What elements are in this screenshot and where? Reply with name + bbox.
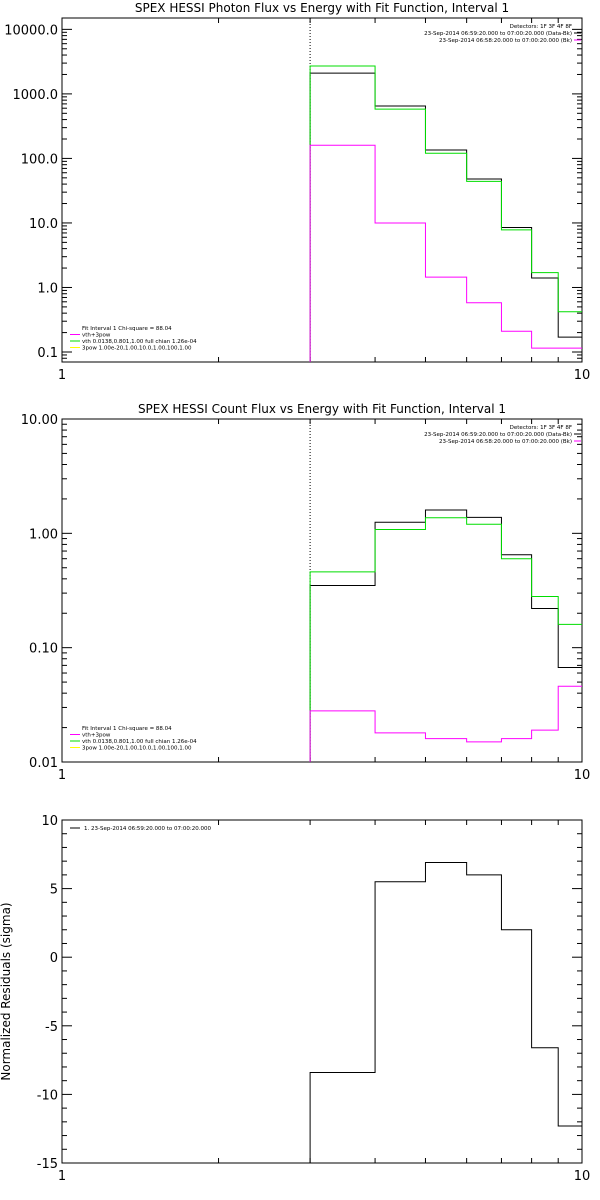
plot-frame (61, 819, 583, 1164)
series-step-line-vth (309, 65, 582, 362)
legend-entry: Detectors: 1F 3F 4F 8F (510, 425, 572, 431)
y-tick-label: 10.00 (21, 413, 58, 428)
series-step-line-data-bk (309, 509, 582, 762)
series-step-line-residuals (309, 862, 582, 1163)
y-tick-label: -5 (45, 1020, 58, 1035)
fit-legend-entry: vth 0.0138,0.801,1.00 full chian 1.26e-0… (82, 739, 197, 745)
y-tick-label: 100.0 (21, 152, 58, 167)
x-tick-label: 10 (574, 1169, 591, 1184)
legend-entry: 23-Sep-2014 06:58:20.000 to 07:00:20.000… (439, 38, 572, 44)
legend-entry: 23-Sep-2014 06:59:20.000 to 07:00:20.000… (424, 31, 572, 37)
series-step-line-data-bk (309, 72, 582, 362)
legend-entry: Detectors: 1F 3F 4F 8F (510, 24, 572, 30)
x-tick-label: 10 (574, 368, 591, 383)
x-tick-label: 1 (58, 1169, 66, 1184)
y-tick-label: 0.01 (29, 756, 58, 771)
chart-title: SPEX HESSI Count Flux vs Energy with Fit… (138, 402, 506, 416)
y-tick-label: 10000.0 (4, 23, 58, 38)
y-tick-label: 1.00 (29, 527, 58, 542)
fit-legend-entry: Fit Interval 1 Chi-square = 88.04 (82, 726, 172, 732)
chart-panel-3: 1 10 10 5 0 -5 -10 -15 Normalized Residuals (sig… (0, 814, 590, 1184)
chart-title: SPEX HESSI Photon Flux vs Energy with Fi… (135, 1, 509, 15)
fit-legend-entry: vth 0.0138,0.801,1.00 full chian 1.26e-0… (82, 339, 197, 345)
y-tick-label: -10 (37, 1088, 58, 1103)
legend-entry: 23-Sep-2014 06:59:20.000 to 07:00:20.000… (424, 432, 572, 438)
plot-frame (61, 418, 583, 763)
x-tick-label: 10 (574, 768, 591, 783)
chart-panel-2: SPEX HESSI Count Flux vs Energy with Fit… (21, 402, 590, 783)
fit-legend-entry: 3pow 1.00e-20,1.00,10.0,1.00,100,1.00 (82, 346, 192, 352)
y-axis-label: Normalized Residuals (sigma) (0, 902, 13, 1080)
series-step-line-bk (309, 144, 582, 362)
fit-legend-entry: vth+3pow (82, 333, 111, 339)
series-step-line-bk (309, 685, 582, 762)
y-tick-label: 1.0 (37, 281, 58, 296)
y-tick-label: 0.10 (29, 642, 58, 657)
plot-frame (61, 17, 583, 363)
x-tick-label: 1 (58, 368, 66, 383)
chart-panel-1: SPEX HESSI Photon Flux vs Energy with Fi… (4, 1, 590, 383)
y-tick-label: 0.1 (37, 346, 58, 361)
series-step-line-vth (309, 517, 582, 762)
y-tick-label: 0 (50, 951, 58, 966)
fit-legend-entry: vth+3pow (82, 733, 111, 739)
fit-legend-entry: 3pow 1.00e-20,1.00,10.0,1.00,100,1.00 (82, 746, 192, 752)
legend-entry: 23-Sep-2014 06:58:20.000 to 07:00:20.000… (439, 439, 572, 445)
y-tick-label: -15 (37, 1157, 58, 1172)
fit-legend-entry: Fit Interval 1 Chi-square = 88.04 (82, 326, 172, 332)
y-tick-label: 10 (41, 814, 58, 829)
y-tick-label: 5 (50, 883, 58, 898)
legend-entry: 1. 23-Sep-2014 06:59:20.000 to 07:00:20.… (84, 826, 211, 832)
x-tick-label: 1 (58, 768, 66, 783)
y-tick-label: 1000.0 (13, 88, 59, 103)
y-tick-label: 10.0 (29, 217, 58, 232)
